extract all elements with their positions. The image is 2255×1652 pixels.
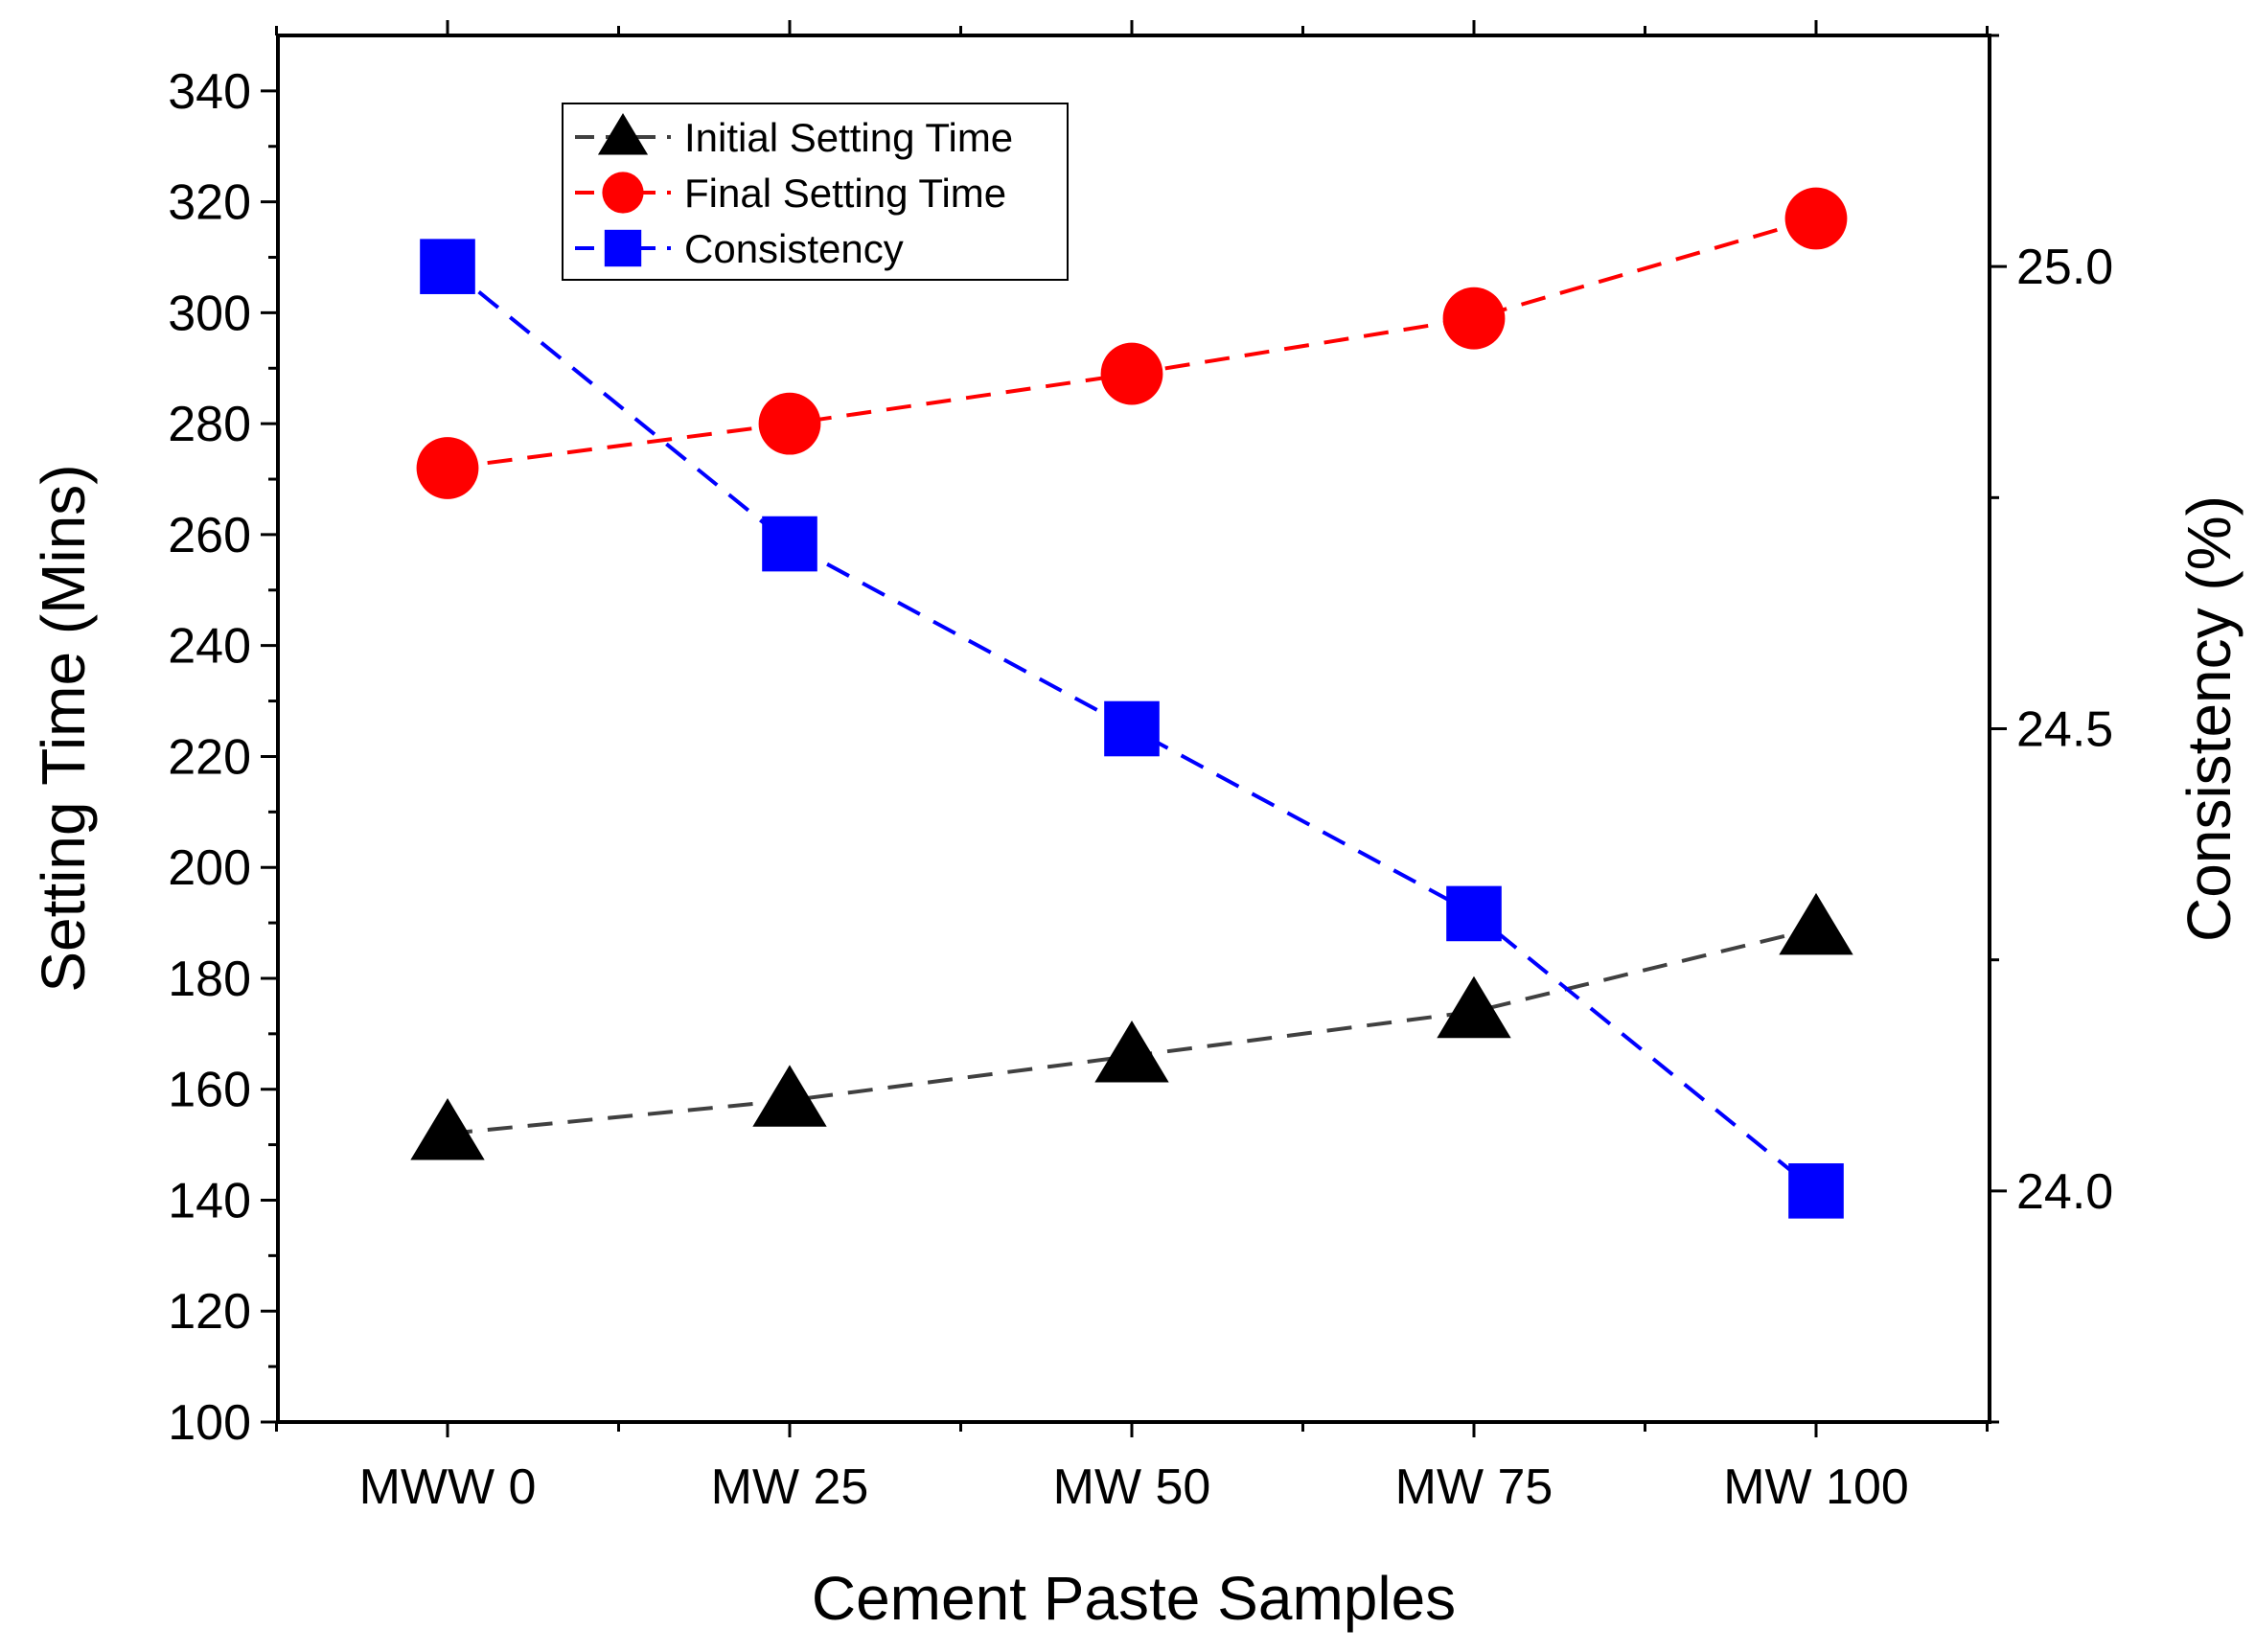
right-y-axis: 24.0 24.5 25.0 (1990, 34, 2113, 1424)
square-marker (420, 239, 475, 294)
circle-marker (602, 172, 644, 214)
y-tick-label: 300 (168, 286, 251, 341)
right-y-axis-title: Consistency (%) (2174, 495, 2243, 942)
y-tick-label: 320 (168, 175, 251, 231)
legend-label: Consistency (684, 226, 904, 271)
square-marker (1446, 885, 1502, 942)
circle-marker (416, 437, 479, 499)
square-marker (1788, 1163, 1844, 1219)
circle-marker (1784, 187, 1848, 250)
y-tick-label: 200 (168, 840, 251, 896)
y-tick-label: 160 (168, 1063, 251, 1118)
legend-label: Final Setting Time (684, 171, 1006, 216)
y2-tick-label: 25.0 (2016, 240, 2113, 295)
y2-tick-label: 24.0 (2016, 1164, 2113, 1220)
triangle-marker (1094, 1021, 1169, 1083)
triangle-marker (1437, 975, 1511, 1039)
legend-label: Initial Setting Time (684, 115, 1013, 160)
x-tick-label: MW 50 (1053, 1459, 1211, 1515)
triangle-marker (597, 113, 649, 155)
triangle-marker (1779, 892, 1853, 955)
triangle-marker (752, 1065, 827, 1127)
square-marker (604, 229, 642, 267)
legend: Initial Setting Time Final Setting Time Co… (562, 103, 1069, 281)
square-marker (762, 516, 817, 572)
y-tick-label: 280 (168, 397, 251, 452)
circle-marker (1100, 342, 1163, 405)
square-marker (1104, 700, 1160, 757)
left-y-axis-title: Setting Time (Mins) (29, 464, 98, 992)
y-tick-label: 260 (168, 508, 251, 563)
x-tick-label: MW 100 (1723, 1459, 1909, 1515)
x-tick-label: MWW 0 (359, 1459, 537, 1515)
y-tick-label: 100 (168, 1395, 251, 1451)
y-tick-label: 340 (168, 64, 251, 120)
y-tick-label: 180 (168, 952, 251, 1007)
y-tick-label: 140 (168, 1173, 251, 1228)
series-layer (410, 187, 1853, 1219)
x-axis-title: Cement Paste Samples (812, 1564, 1456, 1633)
y-tick-label: 120 (168, 1284, 251, 1340)
x-tick-label: MW 75 (1395, 1459, 1553, 1515)
x-tick-label: MW 25 (711, 1459, 869, 1515)
y2-tick-label: 24.5 (2016, 702, 2113, 758)
circle-marker (758, 392, 821, 455)
y-tick-label: 220 (168, 729, 251, 785)
x-axis: MWW 0 MW 25 MW 50 MW 75 MW 100 (275, 20, 1989, 1515)
y-tick-label: 240 (168, 619, 251, 675)
left-y-axis: 100 120 140 160 180 200 220 240 260 280 300 320 340 (168, 64, 278, 1451)
circle-marker (1442, 287, 1506, 350)
triangle-marker (410, 1098, 485, 1160)
